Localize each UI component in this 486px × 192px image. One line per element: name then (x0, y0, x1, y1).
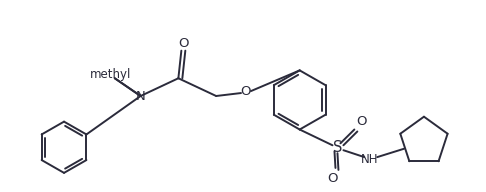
Text: NH: NH (361, 153, 378, 166)
Text: O: O (241, 84, 251, 98)
Text: O: O (178, 37, 189, 50)
Text: S: S (333, 140, 342, 155)
Text: N: N (136, 89, 145, 103)
Text: methyl: methyl (90, 68, 131, 81)
Text: O: O (327, 172, 338, 185)
Text: O: O (356, 115, 366, 128)
